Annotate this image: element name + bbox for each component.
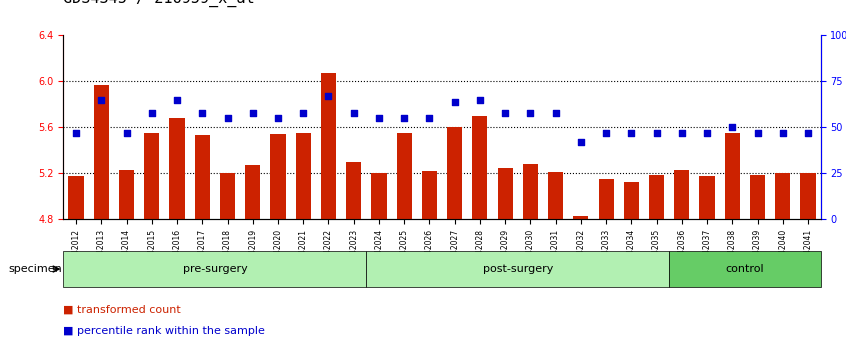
Point: [423, 115, 437, 121]
Point: [321, 93, 335, 99]
Bar: [725, 133, 740, 219]
Point: [296, 110, 310, 115]
Point: [170, 97, 184, 103]
Point: [549, 110, 563, 115]
Text: post-surgery: post-surgery: [482, 264, 553, 274]
Point: [675, 130, 689, 136]
Bar: [69, 176, 84, 219]
Bar: [574, 216, 589, 219]
Point: [624, 130, 638, 136]
Bar: [775, 173, 790, 219]
Bar: [447, 127, 462, 219]
Bar: [649, 175, 664, 219]
Point: [221, 115, 234, 121]
Point: [95, 97, 108, 103]
Point: [69, 130, 83, 136]
Text: control: control: [726, 264, 764, 274]
Text: GDS4345 / 216959_x_at: GDS4345 / 216959_x_at: [63, 0, 255, 7]
Point: [473, 97, 486, 103]
Point: [801, 130, 815, 136]
Bar: [144, 133, 159, 219]
Bar: [371, 173, 387, 219]
Bar: [422, 171, 437, 219]
Point: [599, 130, 613, 136]
Bar: [750, 175, 765, 219]
Bar: [800, 173, 816, 219]
Point: [145, 110, 158, 115]
Bar: [472, 116, 487, 219]
Bar: [497, 168, 513, 219]
Point: [524, 110, 537, 115]
Point: [347, 110, 360, 115]
Point: [398, 115, 411, 121]
Point: [776, 130, 789, 136]
Bar: [397, 133, 412, 219]
Bar: [624, 182, 639, 219]
Bar: [169, 118, 184, 219]
Point: [498, 110, 512, 115]
Text: ■ percentile rank within the sample: ■ percentile rank within the sample: [63, 326, 266, 336]
Bar: [271, 135, 286, 219]
Bar: [321, 73, 336, 219]
Text: ■ transformed count: ■ transformed count: [63, 305, 181, 315]
Point: [120, 130, 134, 136]
Bar: [295, 133, 310, 219]
Bar: [245, 165, 261, 219]
Bar: [598, 179, 613, 219]
Bar: [548, 172, 563, 219]
Bar: [94, 85, 109, 219]
Bar: [195, 136, 210, 219]
Text: pre-surgery: pre-surgery: [183, 264, 247, 274]
Point: [574, 139, 588, 145]
Point: [272, 115, 285, 121]
Point: [448, 99, 461, 104]
Point: [195, 110, 209, 115]
Bar: [700, 176, 715, 219]
Point: [650, 130, 663, 136]
Text: specimen: specimen: [8, 264, 63, 274]
Point: [372, 115, 386, 121]
Point: [750, 130, 764, 136]
Point: [246, 110, 260, 115]
Bar: [674, 170, 689, 219]
Bar: [523, 164, 538, 219]
Point: [726, 125, 739, 130]
Bar: [220, 173, 235, 219]
Point: [700, 130, 714, 136]
Bar: [346, 162, 361, 219]
Bar: [119, 170, 135, 219]
